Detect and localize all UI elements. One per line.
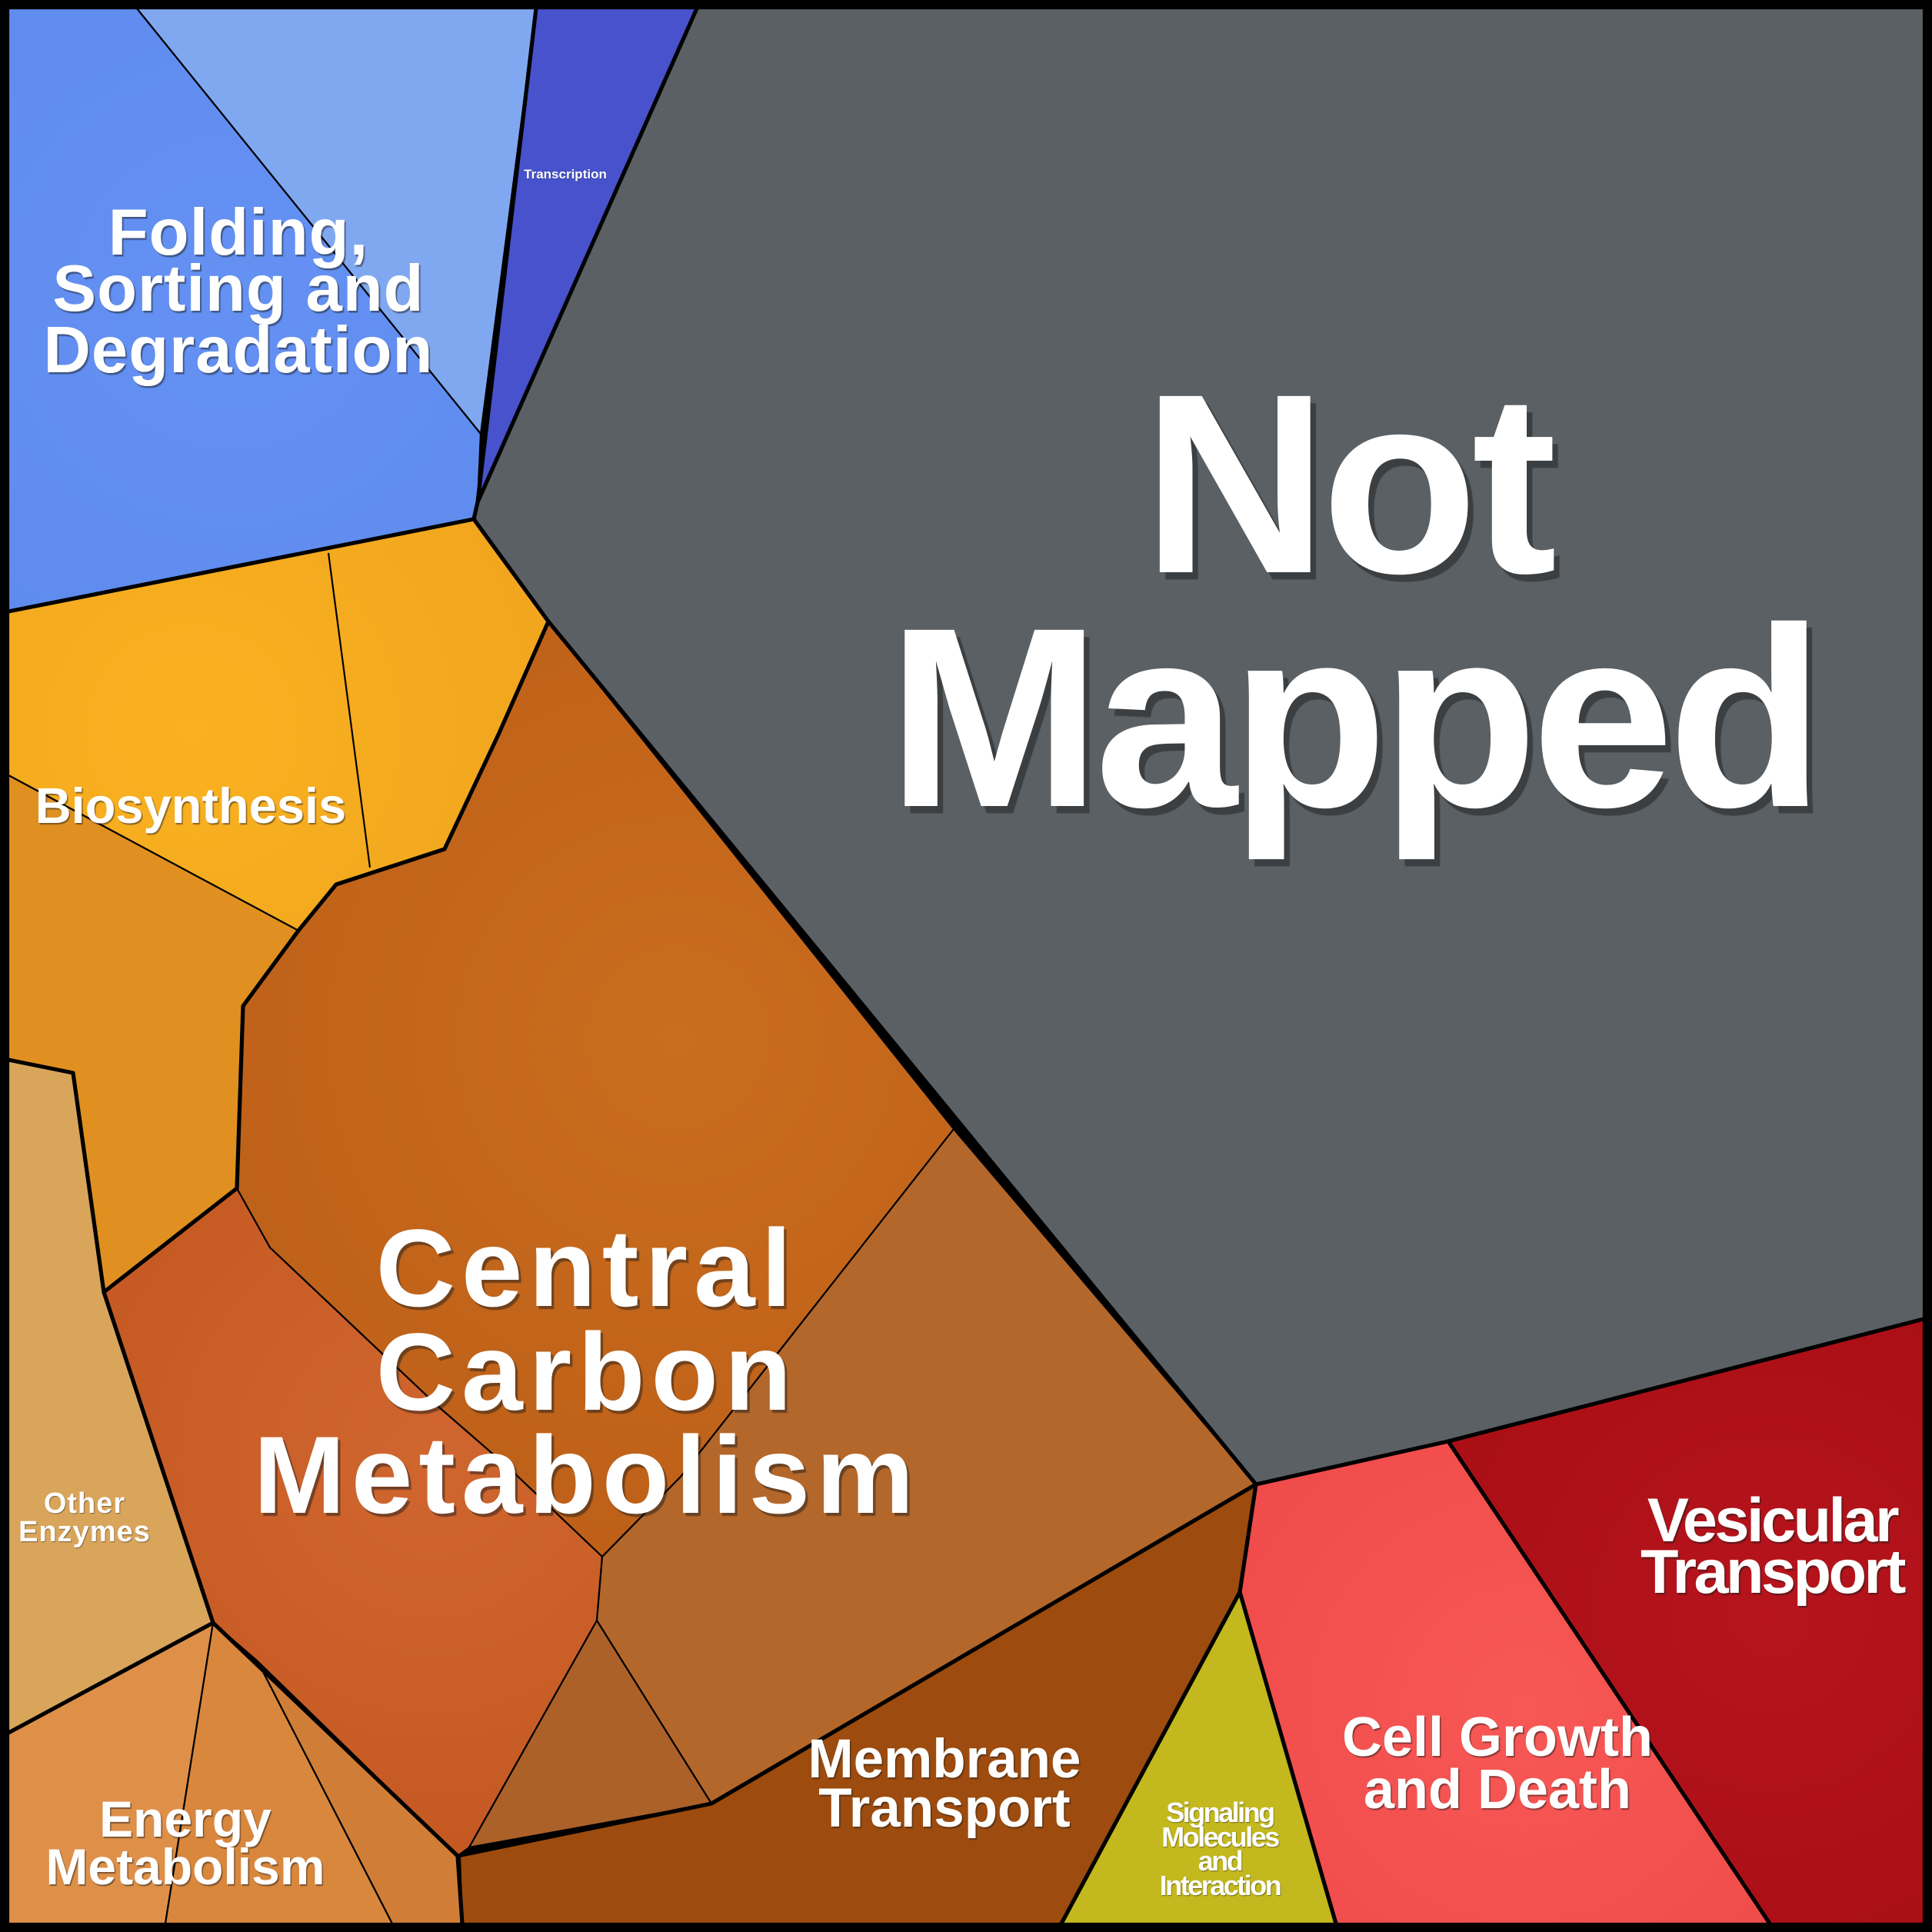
- svg-text:Transcription: Transcription: [524, 167, 607, 182]
- svg-text:Biosynthesis: Biosynthesis: [35, 778, 347, 834]
